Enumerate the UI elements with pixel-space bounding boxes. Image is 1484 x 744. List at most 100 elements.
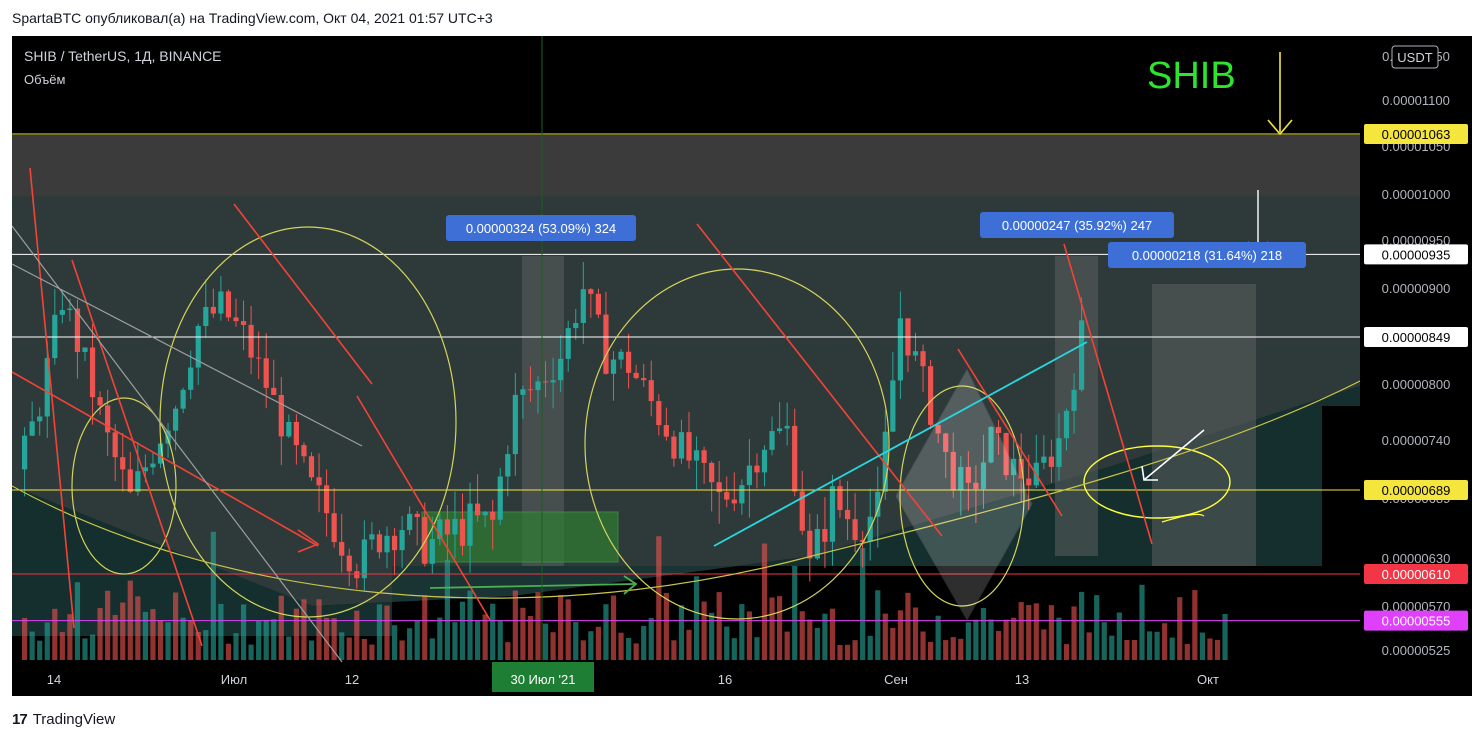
candle-body <box>452 518 458 535</box>
candle-body <box>475 503 481 516</box>
candle-body <box>331 513 337 543</box>
candle-body <box>701 450 707 463</box>
candle-body <box>573 322 579 329</box>
candle-body <box>437 519 443 539</box>
candle-body <box>316 477 322 486</box>
volume-bar <box>271 619 277 660</box>
x-tick-label: 13 <box>1015 672 1029 687</box>
volume-bar <box>1079 591 1085 660</box>
arrow-red-head <box>297 529 320 553</box>
candle-body <box>709 462 715 483</box>
candle-body <box>112 432 118 458</box>
candle-body <box>716 482 722 493</box>
trendline-grey <box>11 225 343 663</box>
candle-body <box>928 366 934 425</box>
volume-bar <box>44 622 50 660</box>
candle-body <box>777 428 783 432</box>
circle-pattern <box>71 397 177 575</box>
candle-body <box>195 326 201 368</box>
volume-bar <box>240 604 247 660</box>
volume-label: Объём <box>24 72 65 87</box>
volume-bar <box>324 617 330 660</box>
volume-bar <box>777 596 783 660</box>
x-highlight-tag <box>492 662 594 692</box>
volume-bar <box>105 590 111 660</box>
candle-body <box>1041 456 1047 463</box>
trendline-red <box>957 348 1063 517</box>
volume-bar <box>1033 603 1039 660</box>
volume-bar <box>112 614 118 660</box>
candle-body <box>59 310 65 315</box>
candle-body <box>135 471 141 492</box>
volume-bar <box>180 617 186 660</box>
volume-bar <box>558 595 564 660</box>
candle-body <box>497 476 503 520</box>
volume-bar <box>82 638 88 660</box>
volume-bar <box>361 639 367 660</box>
chart-frame[interactable]: 0.000011500.000011000.000010500.00001000… <box>11 36 1472 696</box>
volume-bar <box>286 636 292 660</box>
volume-bar <box>935 615 941 660</box>
price-level-label: 0.00000610 <box>1382 567 1451 582</box>
candle-body <box>792 425 798 492</box>
candle-body <box>558 358 564 381</box>
measure-box-3 <box>1152 284 1256 566</box>
volume-bar <box>429 638 435 660</box>
volume-bar <box>610 595 617 660</box>
candle-body <box>44 358 50 417</box>
volume-bar <box>1199 632 1205 660</box>
volume-bar <box>709 612 715 660</box>
volume-bar <box>980 608 987 660</box>
volume-bar <box>588 631 594 660</box>
candle-body <box>263 358 269 388</box>
candle-body <box>527 389 534 391</box>
y-tick-label: 0.00001100 <box>1382 93 1450 108</box>
volume-bar <box>467 590 473 660</box>
candle-body <box>490 511 496 520</box>
volume-bar <box>792 565 798 660</box>
volume-bar <box>1003 619 1009 660</box>
volume-bar <box>520 607 526 660</box>
volume-bar <box>761 543 768 660</box>
volume-bar <box>731 638 737 660</box>
candle-body <box>173 408 179 431</box>
volume-bar <box>142 611 148 660</box>
volume-bar <box>505 642 511 660</box>
arrow-green <box>429 583 635 589</box>
candle-body <box>248 324 254 358</box>
volume-bar <box>225 643 232 660</box>
candle-body <box>376 534 383 553</box>
candle-body <box>958 466 964 491</box>
candle-body <box>912 351 919 356</box>
candle-body <box>565 328 571 359</box>
tradingview-logo: 17 TradingView <box>12 711 115 728</box>
candle-body <box>671 436 677 459</box>
candle-body <box>1079 320 1085 390</box>
volume-bar <box>724 626 730 660</box>
candlestick-chart[interactable]: 0.000011500.000011000.000010500.00001000… <box>11 36 1472 696</box>
price-level-label: 0.00000689 <box>1382 483 1451 498</box>
volume-bar <box>1011 617 1017 660</box>
volume-bar <box>1124 639 1130 660</box>
volume-bar <box>210 531 216 660</box>
volume-bar <box>1026 604 1032 660</box>
candle-body <box>1003 433 1009 476</box>
volume-bar <box>678 605 685 660</box>
volume-bar <box>1169 637 1175 660</box>
arrow-white <box>1143 429 1205 481</box>
candle-body <box>278 394 284 437</box>
tradingview-logo-text: TradingView <box>32 711 116 728</box>
volume-bar <box>535 592 541 660</box>
volume-bar <box>459 601 466 660</box>
volume-bar <box>1139 584 1145 660</box>
volume-bar <box>1162 623 1168 660</box>
candle-body <box>542 381 549 383</box>
candle-body <box>603 314 609 374</box>
volume-bar <box>308 640 315 660</box>
volume-bar <box>52 608 58 660</box>
circle-pattern <box>584 268 890 620</box>
candle-body <box>293 421 299 446</box>
price-level-label: 0.00000555 <box>1382 614 1451 629</box>
volume-bar <box>195 631 201 660</box>
candle-body <box>467 503 473 546</box>
